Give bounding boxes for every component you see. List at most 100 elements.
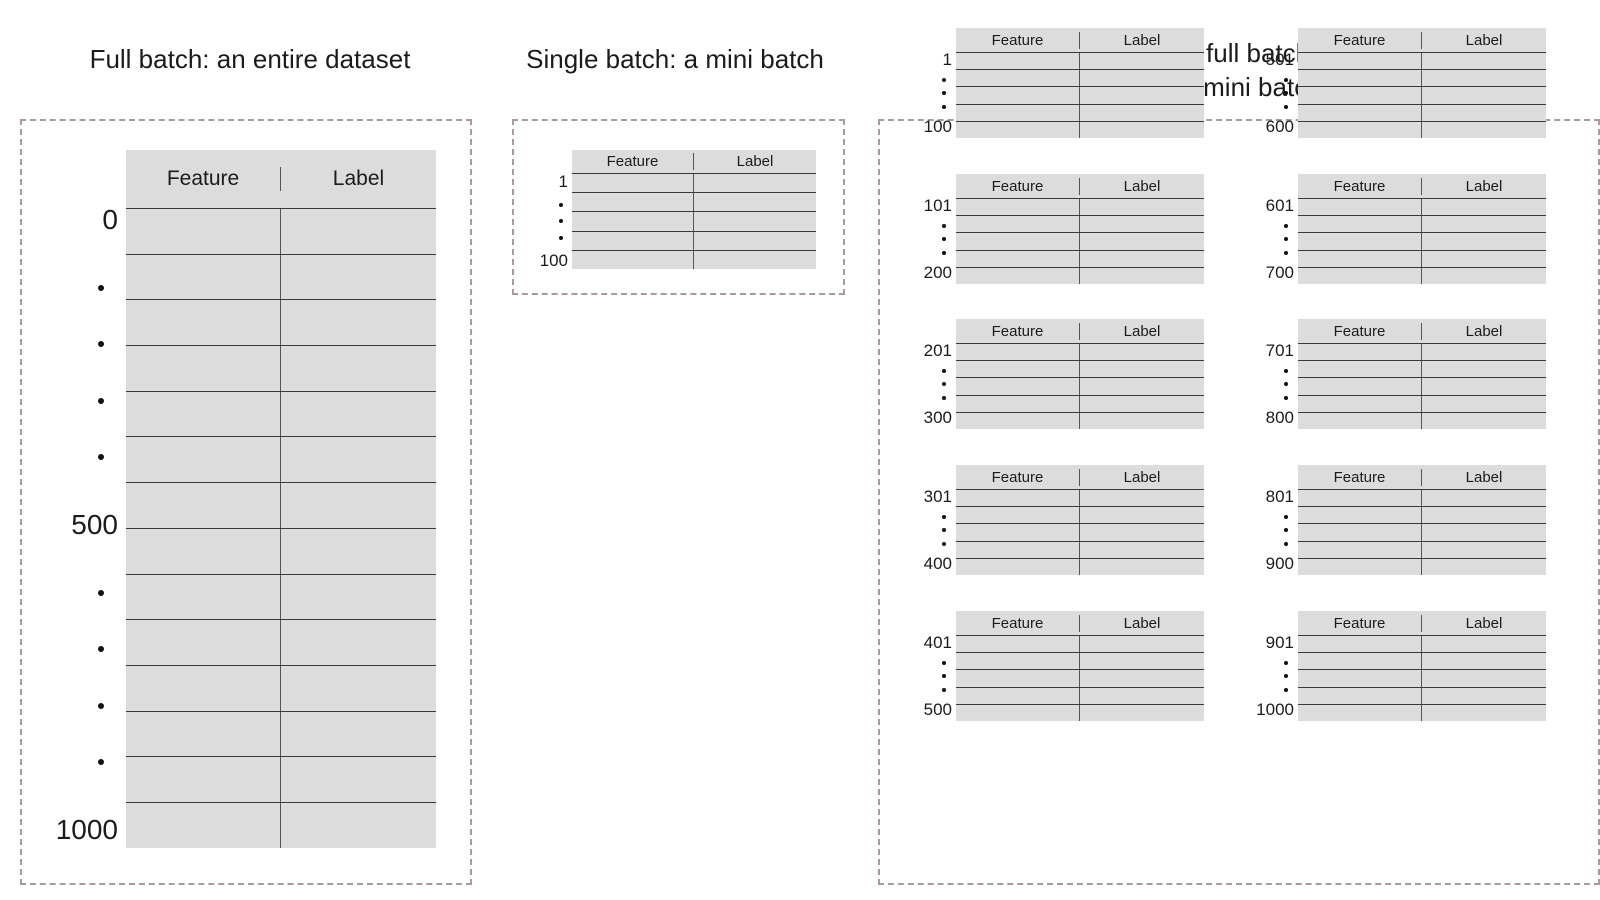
table-row xyxy=(956,411,1204,429)
table-row xyxy=(956,557,1204,575)
cell-label xyxy=(1080,216,1204,232)
index-ellipsis-dot xyxy=(98,589,104,596)
one-epoch-dashed-container xyxy=(878,119,1600,885)
index-ellipsis-dot xyxy=(1284,250,1288,255)
cell-label xyxy=(1422,344,1546,360)
index-ellipsis-dot xyxy=(1284,223,1288,228)
mini-batch-index-gutter: 901 1000 xyxy=(1250,634,1294,718)
table-row xyxy=(1298,69,1546,87)
column-header-label: Label xyxy=(1465,614,1503,632)
cell-label xyxy=(1422,636,1546,652)
full-batch-dashed-container xyxy=(20,119,472,885)
cell-label xyxy=(1422,670,1546,686)
table-row xyxy=(956,652,1204,670)
cell-label xyxy=(1080,70,1204,86)
table-row xyxy=(956,198,1204,216)
cell-feature xyxy=(126,209,281,254)
index-ellipsis-dot xyxy=(98,454,104,461)
index-ellipsis-dot xyxy=(942,514,946,519)
mini-batch-table: Feature Label xyxy=(956,465,1204,575)
index-ellipsis-dot xyxy=(559,235,563,240)
cell-feature xyxy=(1298,216,1422,233)
table-row xyxy=(572,230,816,250)
index-label: 500 xyxy=(71,508,118,540)
cell-feature xyxy=(572,193,694,212)
index-ellipsis-dot xyxy=(942,395,946,400)
cell-label xyxy=(281,666,436,711)
cell-label xyxy=(1080,688,1204,704)
table-header-row: Feature Label xyxy=(572,150,816,173)
table-row xyxy=(956,523,1204,541)
table-row xyxy=(126,756,436,802)
index-ellipsis-dot xyxy=(98,284,104,291)
index-label: 701 xyxy=(1265,341,1294,360)
cell-label xyxy=(1080,199,1204,215)
cell-feature xyxy=(956,704,1080,721)
table-row xyxy=(956,377,1204,395)
index-ellipsis-dot xyxy=(98,397,104,404)
index-ellipsis-dot xyxy=(1284,528,1288,532)
cell-label xyxy=(1080,507,1204,523)
cell-label xyxy=(694,251,816,269)
cell-feature xyxy=(956,216,1080,233)
table-row xyxy=(1298,540,1546,558)
index-ellipsis-dot xyxy=(98,702,104,709)
cell-feature xyxy=(126,300,281,346)
table-header-row: Feature Label xyxy=(956,28,1204,52)
cell-label xyxy=(694,174,816,192)
cell-label xyxy=(1080,396,1204,412)
cell-feature xyxy=(956,104,1080,121)
cell-label xyxy=(281,437,436,482)
table-row xyxy=(956,103,1204,121)
column-header-label: Label xyxy=(736,153,774,170)
cell-label xyxy=(281,209,436,254)
cell-feature xyxy=(956,53,1080,70)
index-label: 601 xyxy=(1265,196,1294,215)
cell-label xyxy=(1080,53,1204,69)
column-header-label: Label xyxy=(1123,177,1161,195)
table-header-row: Feature Label xyxy=(956,174,1204,198)
cell-feature xyxy=(956,412,1080,429)
column-header-feature: Feature xyxy=(956,468,1080,486)
index-label: 600 xyxy=(1265,117,1294,136)
cell-feature xyxy=(1298,395,1422,412)
table-body xyxy=(956,635,1204,721)
table-body xyxy=(956,52,1204,138)
column-header-label: Label xyxy=(1465,31,1503,49)
cell-feature xyxy=(126,391,281,437)
index-ellipsis-dot xyxy=(942,528,946,532)
index-ellipsis-dot xyxy=(942,77,946,82)
index-ellipsis-dot xyxy=(942,541,946,546)
table-row xyxy=(956,360,1204,378)
index-label: 200 xyxy=(923,263,952,282)
table-row xyxy=(956,69,1204,87)
cell-feature xyxy=(956,267,1080,284)
table-row xyxy=(956,52,1204,70)
table-header-row: Feature Label xyxy=(1298,174,1546,198)
index-ellipsis-dot xyxy=(942,382,946,386)
mini-batch-5: 401 500 Feature Label xyxy=(908,605,1208,730)
table-row xyxy=(126,527,436,574)
column-header-label: Label xyxy=(1123,31,1161,49)
cell-label xyxy=(1080,268,1204,284)
cell-feature xyxy=(1298,199,1422,216)
table-row xyxy=(1298,360,1546,378)
cell-feature xyxy=(126,483,281,528)
cell-feature xyxy=(126,802,281,848)
single-batch-dashed-container xyxy=(512,119,845,295)
table-row xyxy=(1298,103,1546,121)
mini-batch-8: 701 800 Feature Label xyxy=(1250,313,1550,438)
table-row xyxy=(1298,215,1546,233)
table-row xyxy=(1298,120,1546,138)
index-label: 400 xyxy=(923,554,952,573)
cell-feature xyxy=(572,231,694,250)
panel-one-epoch: One epoch: a full batch composed of ten … xyxy=(860,0,1600,900)
cell-label xyxy=(281,346,436,391)
table-row xyxy=(126,619,436,665)
cell-label xyxy=(1422,653,1546,669)
cell-label xyxy=(1080,251,1204,267)
table-row xyxy=(1298,249,1546,267)
cell-label xyxy=(281,620,436,665)
cell-label xyxy=(1422,378,1546,394)
mini-batch-table: Feature Label xyxy=(1298,611,1546,721)
